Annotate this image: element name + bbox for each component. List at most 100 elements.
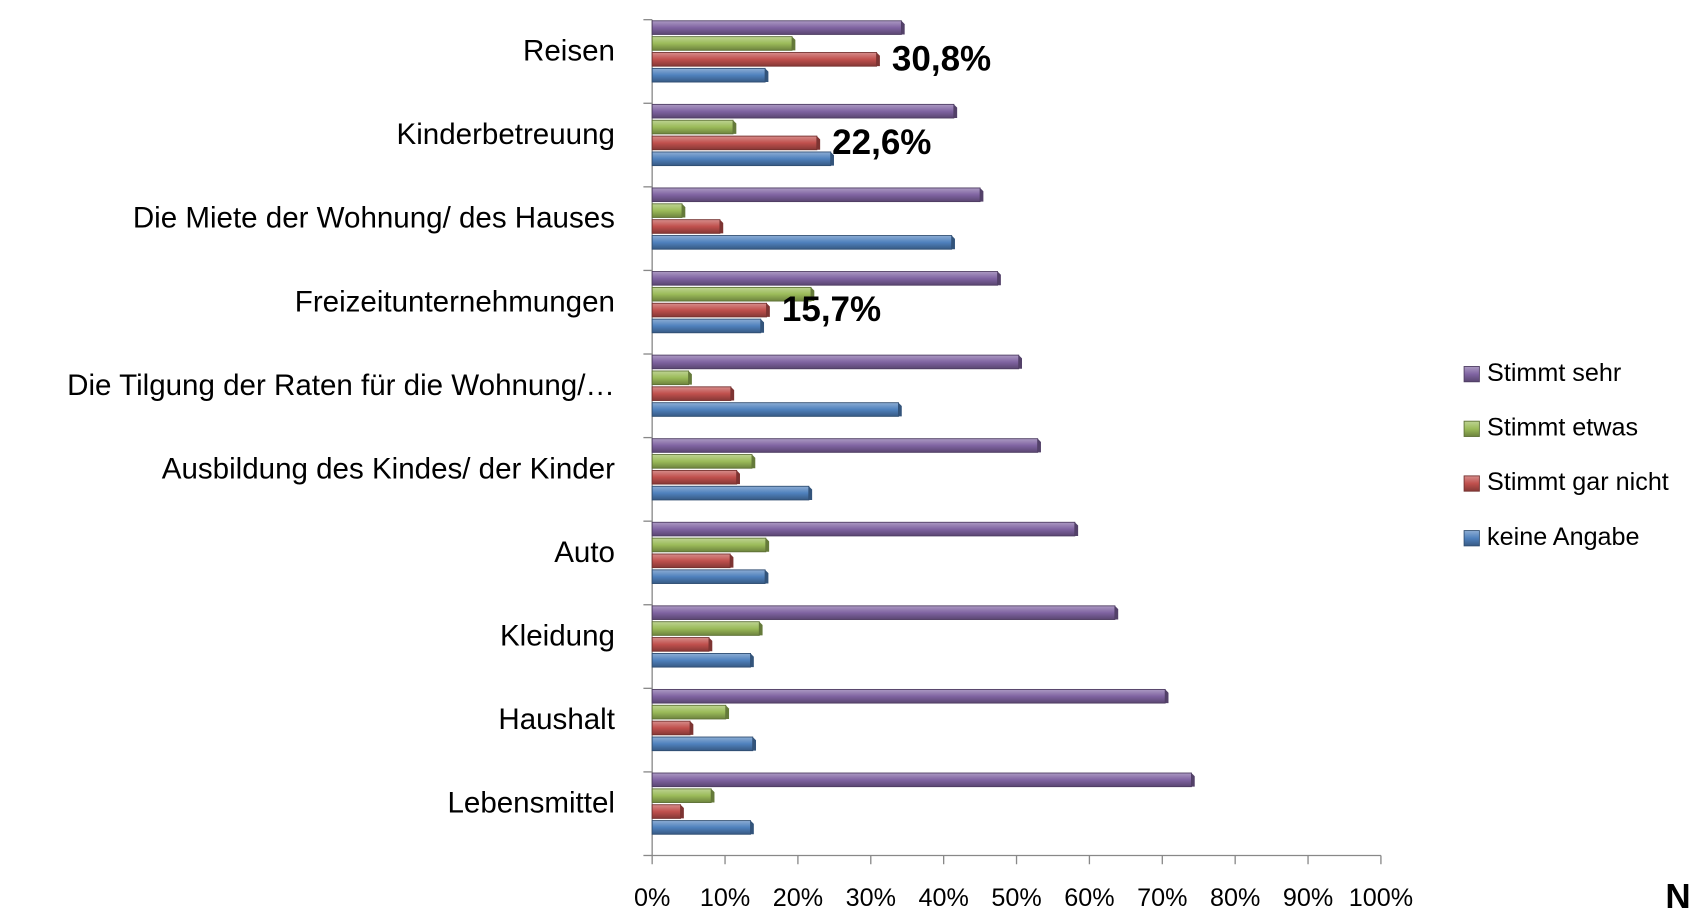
x-tick-label: 0% — [634, 884, 670, 908]
bar-end — [766, 303, 770, 317]
bar — [651, 36, 793, 51]
bar — [651, 119, 734, 135]
x-tick-label: 90% — [1283, 884, 1333, 908]
bar — [651, 354, 1020, 370]
bar-end — [830, 151, 834, 166]
bar — [651, 485, 810, 501]
x-tick-label: 80% — [1210, 884, 1260, 908]
bar-end — [765, 569, 769, 584]
y-tick-label: Kleidung — [500, 620, 615, 653]
bar-end — [709, 637, 713, 652]
bar — [651, 187, 981, 203]
bar — [651, 569, 766, 584]
bar — [651, 386, 732, 401]
bar — [651, 469, 738, 485]
bar — [651, 235, 953, 250]
value-label: 15,7% — [782, 290, 881, 329]
bar-end — [688, 370, 692, 385]
y-tick-label: Lebensmittel — [447, 787, 614, 820]
bar-end — [811, 287, 815, 302]
y-tick-label: Haushalt — [498, 703, 615, 736]
bar — [651, 402, 899, 417]
bar-end — [1037, 438, 1041, 453]
bar — [651, 772, 1192, 788]
bar-end — [1114, 605, 1119, 620]
bar-end — [1191, 773, 1195, 787]
y-tick-label: Reisen — [523, 35, 615, 68]
bar-end — [750, 653, 754, 668]
bar-end — [808, 486, 813, 500]
bar-end — [680, 804, 684, 819]
bar — [651, 788, 712, 803]
x-tick-label: 60% — [1064, 884, 1114, 908]
bar-end — [1018, 355, 1023, 369]
bar — [651, 652, 751, 668]
bar — [651, 219, 721, 234]
bar — [651, 135, 818, 151]
bar — [651, 454, 753, 469]
bar — [651, 688, 1166, 704]
y-tick-label: Die Tilgung der Raten für die Wohnung/… — [67, 369, 615, 402]
bar — [651, 271, 999, 286]
bar — [651, 52, 878, 67]
bar-end — [736, 470, 740, 485]
bar-end — [711, 788, 715, 803]
bar — [651, 438, 1039, 453]
bar — [651, 370, 690, 386]
value-label: 22,6% — [832, 123, 931, 162]
bar — [651, 553, 731, 569]
x-tick-label: 70% — [1137, 884, 1187, 908]
bar-end — [752, 737, 757, 751]
annotation: N — [1665, 878, 1690, 908]
bar-end — [951, 235, 955, 250]
y-tick-label: Die Miete der Wohnung/ des Hauses — [133, 202, 615, 235]
bar-end — [765, 538, 770, 552]
bar — [651, 704, 727, 720]
bar — [651, 318, 762, 334]
bar-end — [750, 820, 754, 835]
x-tick-label: 40% — [918, 884, 968, 908]
bar-end — [730, 553, 734, 568]
legend-swatch — [1463, 530, 1480, 547]
bar — [651, 103, 955, 119]
x-tick-label: 10% — [700, 884, 750, 908]
bar-end — [733, 120, 737, 134]
y-tick-label: Kinderbetreuung — [397, 118, 615, 151]
bar — [651, 605, 1116, 620]
bar-end — [1165, 689, 1169, 704]
legend-label: Stimmt sehr — [1487, 359, 1621, 387]
bar-end — [1074, 522, 1079, 536]
x-tick-label: 50% — [991, 884, 1041, 908]
bar-end — [816, 136, 821, 150]
legend-label: Stimmt etwas — [1487, 413, 1638, 441]
x-tick-label: 30% — [846, 884, 896, 908]
legend-swatch — [1463, 366, 1480, 383]
bar — [651, 820, 751, 835]
bar — [651, 537, 767, 553]
bar — [651, 67, 766, 83]
y-tick-label: Auto — [554, 536, 615, 569]
legend-swatch — [1463, 420, 1480, 437]
bar — [651, 637, 710, 652]
bar-end — [752, 454, 756, 469]
legend-swatch — [1463, 475, 1480, 492]
legend-label: keine Angabe — [1487, 523, 1640, 551]
bar — [651, 521, 1076, 537]
bar-end — [765, 68, 769, 83]
bar-end — [725, 705, 730, 719]
bar-end — [682, 203, 686, 218]
bar-end — [690, 721, 694, 735]
bar-end — [898, 402, 902, 417]
y-tick-label: Ausbildung des Kindes/ der Kinder — [162, 452, 615, 485]
bar-end — [953, 104, 958, 119]
y-tick-label: Freizeitunternehmungen — [295, 285, 615, 318]
bar-end — [997, 271, 1001, 286]
bar — [651, 151, 832, 167]
bar-end — [719, 219, 724, 234]
x-tick-label: 20% — [773, 884, 823, 908]
bar — [651, 621, 760, 636]
bar-end — [759, 621, 763, 636]
bar-end — [901, 20, 905, 35]
bar-end — [980, 187, 984, 202]
